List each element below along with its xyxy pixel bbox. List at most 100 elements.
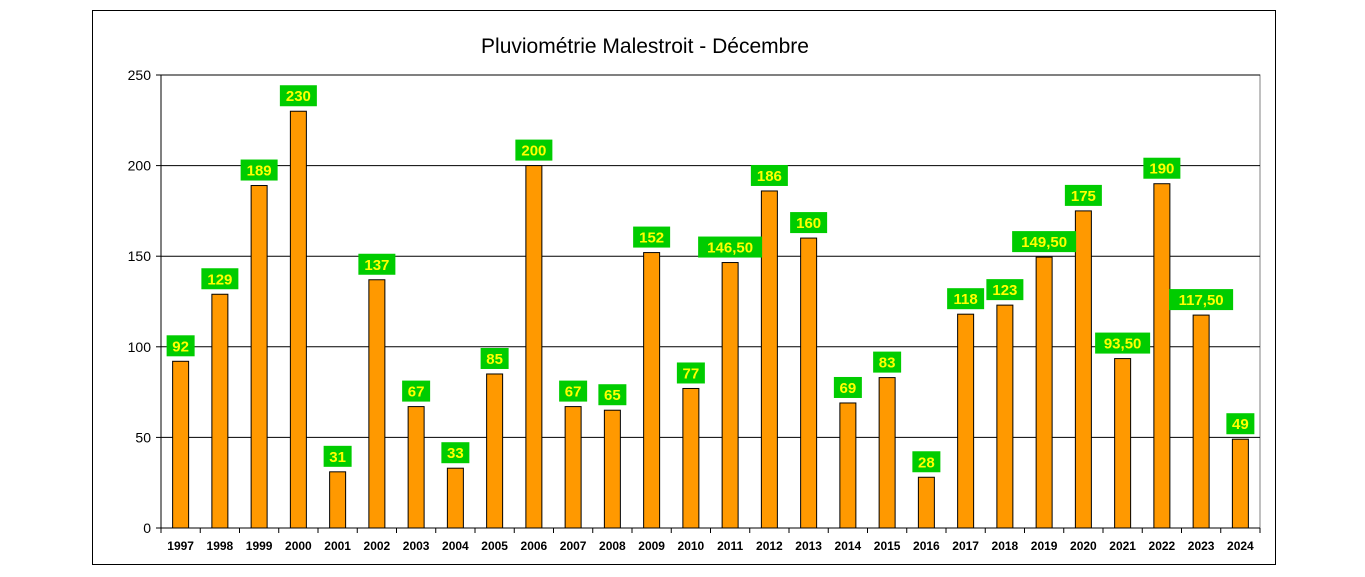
data-label: 77 <box>683 365 700 382</box>
axes: 0 50 100 150 200 250 1997 1998 1999 2000 2001 2002 2… <box>128 67 1261 553</box>
bar-2016 <box>917 476 935 529</box>
bar-2020 <box>1074 210 1092 529</box>
data-label: 93,50 <box>1104 336 1142 353</box>
data-label-box <box>1064 184 1102 206</box>
bar-1998 <box>211 293 229 529</box>
x-tick-label: 2013 <box>795 539 822 553</box>
x-tick-label: 2009 <box>638 539 665 553</box>
data-label-box <box>1095 332 1151 354</box>
data-label-box <box>986 279 1024 301</box>
data-label: 92 <box>172 338 189 355</box>
data-label-box <box>402 380 431 402</box>
bar-2014 <box>839 402 857 529</box>
data-label: 28 <box>918 454 935 471</box>
bar-chart: Pluviométrie Malestroit - Décembre 0 50 10… <box>128 35 1261 553</box>
chart-title: Pluviométrie Malestroit - Décembre <box>481 35 809 58</box>
x-tick-label: 2020 <box>1070 539 1097 553</box>
data-label-box <box>1169 289 1234 311</box>
data-label-box <box>1012 231 1077 253</box>
data-label-box <box>676 362 705 384</box>
x-tick-label: 2006 <box>521 539 548 553</box>
data-label: 137 <box>364 257 389 274</box>
data-label: 186 <box>757 168 782 185</box>
bar-2013 <box>800 237 818 529</box>
data-label: 85 <box>486 351 503 368</box>
data-label: 190 <box>1149 161 1174 178</box>
data-label: 67 <box>565 384 582 401</box>
data-label-box <box>240 159 278 181</box>
data-label: 123 <box>992 282 1017 299</box>
data-label-box <box>598 384 627 406</box>
bar-2018 <box>996 304 1014 529</box>
bar-1997 <box>172 360 190 529</box>
x-tick-label: 2011 <box>717 539 743 553</box>
bar-2001 <box>329 471 347 529</box>
data-label: 83 <box>879 355 896 372</box>
data-labels: 92 129 189 230 31 137 67 33 85 200 67 65 152 77 146,50… <box>166 85 1255 473</box>
y-tick-label: 50 <box>135 429 151 445</box>
x-tick-label: 2014 <box>835 539 862 553</box>
bar-1999 <box>250 185 268 529</box>
bar-2009 <box>643 252 661 529</box>
data-label-box <box>947 288 985 310</box>
data-label: 189 <box>247 163 272 180</box>
x-tick-label: 2021 <box>1109 539 1136 553</box>
data-label: 152 <box>639 230 664 247</box>
bar-2002 <box>368 279 386 529</box>
bar-2011 <box>721 262 739 529</box>
x-tick-label: 2001 <box>324 539 351 553</box>
bar-2003 <box>407 406 425 529</box>
data-label-box <box>1143 157 1181 179</box>
x-tick-label: 2018 <box>992 539 1019 553</box>
x-tick-label: 2004 <box>442 539 469 553</box>
y-tick-label: 100 <box>128 339 152 355</box>
bar-2015 <box>878 377 896 529</box>
data-label-box <box>698 236 763 258</box>
data-label-box <box>633 226 671 248</box>
x-tick-label: 2010 <box>678 539 705 553</box>
bar-2008 <box>603 409 621 529</box>
x-tick-label: 2003 <box>403 539 430 553</box>
x-tick-label: 2022 <box>1149 539 1176 553</box>
data-label-box <box>790 212 828 234</box>
x-tick-label: 2015 <box>874 539 901 553</box>
data-label: 33 <box>447 445 464 462</box>
bar-2012 <box>760 190 778 529</box>
data-label-box <box>750 164 788 186</box>
bar-2005 <box>486 373 504 529</box>
data-label: 230 <box>286 88 311 105</box>
x-tick-label: 2002 <box>364 539 391 553</box>
bar-2006 <box>525 165 543 529</box>
data-label: 67 <box>408 384 425 401</box>
y-tick-label: 200 <box>128 158 152 174</box>
x-tick-label: 2005 <box>481 539 508 553</box>
bar-2000 <box>289 110 307 529</box>
x-tick-label: 2017 <box>952 539 979 553</box>
x-tick-label: 2012 <box>756 539 783 553</box>
data-label: 69 <box>840 380 857 397</box>
data-label-box <box>912 451 941 473</box>
data-label: 117,50 <box>1179 292 1224 309</box>
data-label-box <box>833 376 862 398</box>
data-label: 149,50 <box>1021 234 1067 251</box>
data-label-box <box>480 347 509 369</box>
bar-2004 <box>446 467 464 529</box>
bars <box>172 110 1249 529</box>
data-label: 118 <box>954 291 978 308</box>
data-label: 65 <box>604 387 621 404</box>
bar-2021 <box>1114 358 1132 529</box>
data-label: 200 <box>521 143 546 160</box>
x-tick-label: 1999 <box>246 539 273 553</box>
data-label-box <box>358 253 396 275</box>
x-tick-label: 2019 <box>1031 539 1058 553</box>
data-label: 175 <box>1071 188 1096 205</box>
x-tick-label: 2007 <box>560 539 587 553</box>
bar-2010 <box>682 387 700 529</box>
bar-2024 <box>1231 438 1249 529</box>
y-tick-label: 250 <box>128 67 152 83</box>
bar-2007 <box>564 406 582 529</box>
chart-frame: Pluviométrie Malestroit - Décembre 0 50 10… <box>92 10 1276 565</box>
bar-2022 <box>1153 183 1171 529</box>
x-tick-label: 2024 <box>1227 539 1254 553</box>
data-label-box <box>873 351 902 373</box>
